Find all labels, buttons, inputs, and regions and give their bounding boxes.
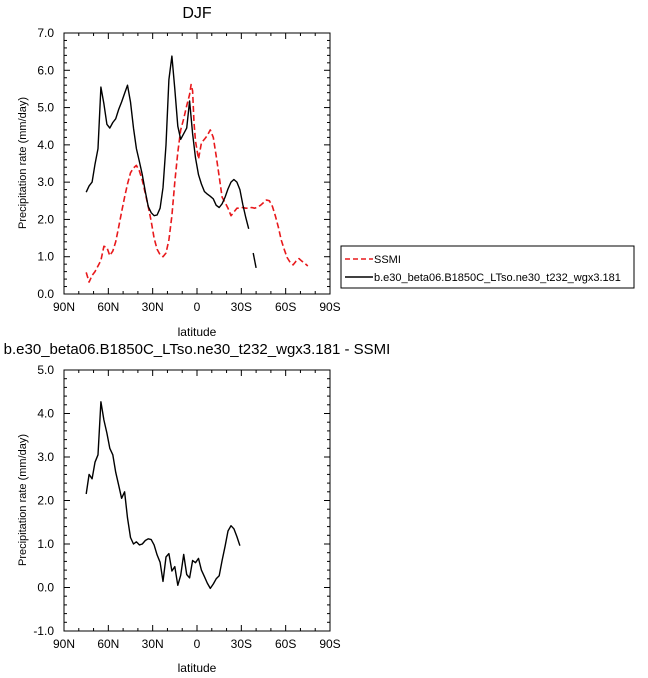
x-tick-label: 60S: [275, 637, 296, 651]
y-tick-label: 5.0: [37, 363, 54, 377]
y-tick-label: 0.0: [37, 581, 54, 595]
top-y-axis-label: Precipitation rate (mm/day): [17, 97, 29, 229]
x-tick-label: 0: [194, 637, 201, 651]
top-ticks: 90N 60N 30N 0 30S 60S 90S 0.0 1.0 2.0 3.0 4.0 5.0 6.0…: [37, 26, 340, 314]
x-tick-label: 60S: [275, 300, 296, 314]
x-tick-label: 90N: [53, 637, 75, 651]
series-line-model: [85, 401, 241, 590]
bottom-y-axis-label: Precipitation rate (mm/day): [17, 434, 29, 566]
y-tick-label: 3.0: [37, 450, 54, 464]
y-tick-label: 5.0: [37, 101, 54, 115]
top-series-lines: [85, 55, 309, 283]
top-chart-title: DJF: [182, 5, 212, 22]
bottom-panel: b.e30_beta06.B1850C_LTso.ne30_t232_wgx3.…: [4, 341, 391, 675]
x-tick-label: 30N: [142, 637, 164, 651]
x-tick-label: 30S: [231, 637, 252, 651]
y-tick-label: 6.0: [37, 63, 54, 77]
x-tick-label: 0: [194, 300, 201, 314]
x-tick-label: 60N: [97, 300, 119, 314]
bottom-ticks: 90N 60N 30N 0 30S 60S 90S -1.0 0.0 1.0 2.0 3.0 4.0 5.…: [33, 363, 340, 651]
x-tick-label: 90N: [53, 300, 75, 314]
series-line-model: [85, 55, 250, 229]
legend-label-model: b.e30_beta06.B1850C_LTso.ne30_t232_wgx3.…: [374, 272, 621, 284]
series-line-model: [252, 252, 257, 269]
y-tick-label: 0.0: [37, 287, 54, 301]
y-tick-label: 4.0: [37, 138, 54, 152]
legend: SSMI b.e30_beta06.B1850C_LTso.ne30_t232_…: [340, 245, 635, 289]
bottom-plot-frame: [63, 369, 331, 632]
bottom-chart-title: b.e30_beta06.B1850C_LTso.ne30_t232_wgx3.…: [4, 341, 391, 358]
y-tick-label: 2.0: [37, 494, 54, 508]
y-tick-label: 1.0: [37, 537, 54, 551]
x-tick-label: 90S: [319, 300, 340, 314]
bottom-x-axis-label: latitude: [178, 661, 217, 675]
y-tick-label: 4.0: [37, 407, 54, 421]
top-plot-frame: [63, 32, 331, 295]
legend-label-ssmi: SSMI: [374, 254, 401, 266]
x-tick-label: 30S: [231, 300, 252, 314]
y-tick-label: 1.0: [37, 250, 54, 264]
y-tick-label: 3.0: [37, 175, 54, 189]
x-tick-label: 30N: [142, 300, 164, 314]
top-x-axis-label: latitude: [178, 325, 217, 339]
y-tick-label: 7.0: [37, 26, 54, 40]
x-tick-label: 90S: [319, 637, 340, 651]
series-line-ssmi: [85, 83, 309, 283]
x-tick-label: 60N: [97, 637, 119, 651]
top-panel: DJF Precipitation rate (mm/day) latitude…: [17, 5, 341, 339]
legend-box: [340, 245, 635, 289]
bottom-series-lines: [85, 401, 241, 590]
y-tick-label: 2.0: [37, 212, 54, 226]
y-tick-label: -1.0: [33, 624, 54, 638]
